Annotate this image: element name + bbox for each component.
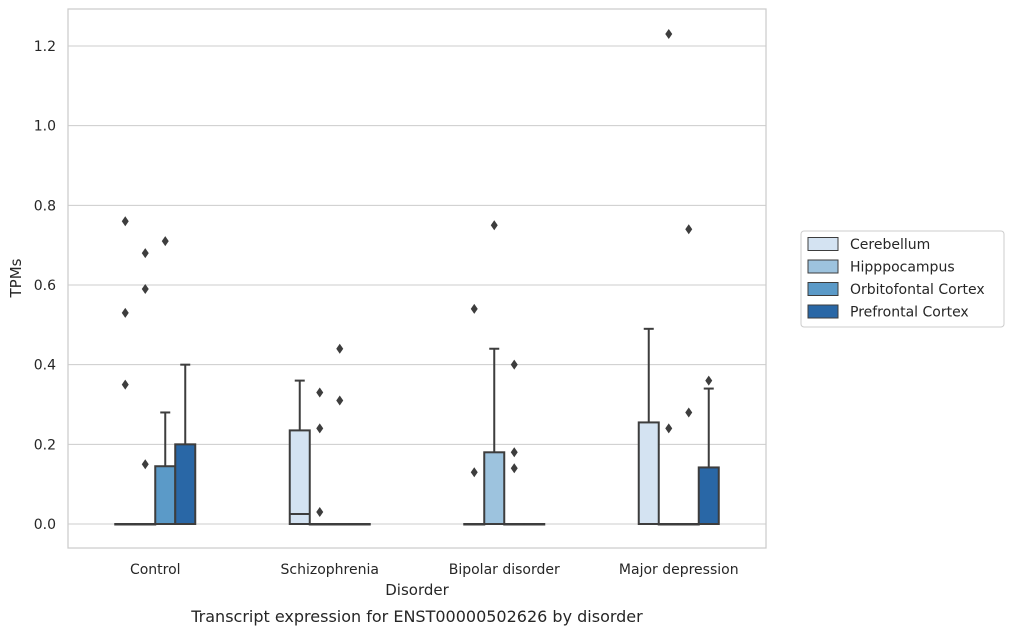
outlier-point — [510, 463, 518, 474]
outlier-point — [161, 236, 169, 247]
outlier-point — [141, 248, 149, 259]
box-hipppocampus — [657, 29, 680, 526]
box-cerebellum — [637, 327, 660, 525]
x-tick-label: Bipolar disorder — [449, 562, 560, 578]
outlier-point — [685, 407, 693, 418]
y-tick-label: 0.0 — [34, 517, 56, 533]
outlier-point — [470, 467, 478, 478]
y-tick-label: 1.2 — [34, 39, 56, 55]
legend-swatch — [807, 259, 839, 274]
box-prefrontal-cortex — [697, 375, 720, 526]
box-hipppocampus — [483, 220, 506, 525]
box-orbitofontal-cortex — [328, 343, 351, 526]
outlier-point — [316, 507, 324, 518]
outlier-point — [121, 216, 129, 227]
y-tick-label: 0.4 — [34, 358, 56, 374]
outlier-point — [336, 343, 344, 354]
y-tick-label: 1.0 — [34, 119, 56, 135]
x-tick-label: Control — [130, 562, 181, 578]
y-axis-title: TPMs — [7, 258, 25, 298]
legend-frame — [800, 230, 1005, 328]
box-prefrontal-cortex — [348, 523, 371, 526]
box-hipppocampus — [308, 387, 331, 526]
legend-swatch — [807, 237, 839, 251]
box-cerebellum — [288, 379, 311, 525]
chart-caption: Transcript expression for ENST0000050262… — [190, 607, 643, 626]
box-rect — [637, 421, 660, 525]
box-orbitofontal-cortex — [503, 359, 526, 526]
y-tick-label: 0.6 — [34, 278, 56, 294]
outlier-point — [665, 423, 673, 434]
x-tick-label: Schizophrenia — [281, 562, 379, 578]
y-tick-labels: 0.0 0.2 0.4 0.6 0.8 1.0 1.2 — [34, 39, 56, 533]
box-rect — [174, 443, 197, 526]
box-orbitofontal-cortex — [677, 224, 700, 526]
outlier-point — [665, 29, 673, 40]
box-rect — [154, 465, 177, 526]
outlier-point — [121, 307, 129, 318]
legend-label: Cerebellum — [850, 237, 930, 253]
outlier-point — [490, 220, 498, 231]
box-rect — [697, 466, 720, 526]
box-hipppocampus — [134, 248, 157, 526]
y-tick-label: 0.8 — [34, 198, 56, 214]
x-axis-title: Disorder — [385, 581, 449, 599]
legend: Cerebellum Hipppocampus Orbitofontal Corte… — [800, 230, 1005, 328]
box-rect — [288, 429, 311, 525]
outlier-point — [470, 303, 478, 314]
y-tick-label: 0.2 — [34, 437, 56, 453]
box-prefrontal-cortex — [174, 363, 197, 526]
box-rect — [483, 451, 506, 525]
legend-label: Hipppocampus — [850, 260, 955, 276]
legend-swatch — [807, 282, 839, 296]
plot-frame — [67, 8, 767, 549]
outlier-point — [141, 459, 149, 470]
outlier-point — [141, 283, 149, 294]
outlier-point — [705, 375, 713, 386]
box-orbitofontal-cortex — [154, 236, 177, 526]
box-prefrontal-cortex — [523, 523, 546, 526]
grid-lines — [68, 45, 766, 525]
outlier-point — [510, 447, 518, 458]
x-tick-labels: Control Schizophrenia Bipolar disorder Majo… — [130, 562, 739, 578]
x-tick-label: Major depression — [619, 562, 739, 578]
outlier-point — [121, 379, 129, 390]
box-groups — [114, 29, 720, 526]
outlier-point — [685, 224, 693, 235]
box-cerebellum — [114, 216, 137, 526]
legend-label: Orbitofontal Cortex — [850, 282, 985, 298]
outlier-point — [316, 423, 324, 434]
outlier-point — [316, 387, 324, 398]
legend-swatch — [807, 304, 839, 319]
outlier-point — [510, 359, 518, 370]
box-cerebellum — [463, 303, 486, 526]
legend-label: Prefrontal Cortex — [850, 305, 969, 321]
outlier-point — [336, 395, 344, 406]
